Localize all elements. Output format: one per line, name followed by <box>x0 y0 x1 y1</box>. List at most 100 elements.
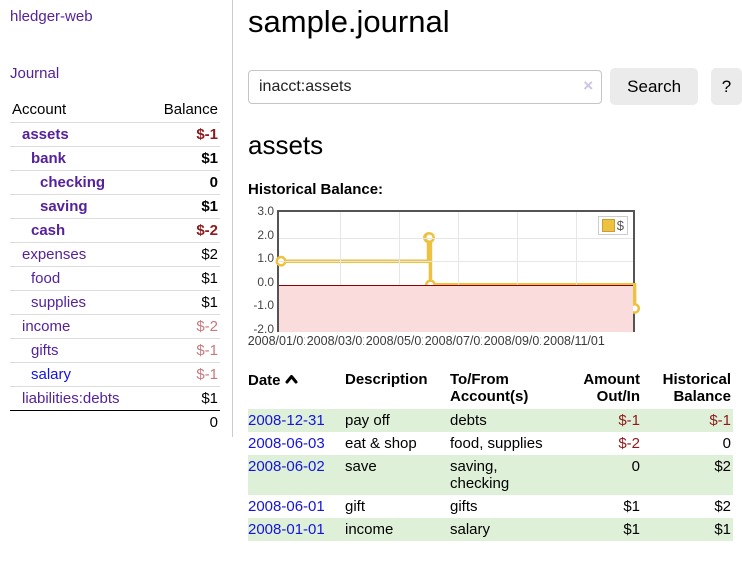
x-axis-tick-label: 2008/03/01 <box>305 334 371 348</box>
search-input[interactable] <box>248 69 603 104</box>
transaction-date-link[interactable]: 2008-06-02 <box>248 458 325 475</box>
help-button[interactable]: ? <box>711 68 742 105</box>
search-form: × Search ? <box>248 68 742 105</box>
accounts-header-account: Account <box>12 101 67 118</box>
account-link[interactable]: bank <box>31 150 67 167</box>
search-input-wrap: × <box>248 69 603 104</box>
gridline <box>279 237 633 239</box>
account-row: expenses $2 <box>10 242 220 267</box>
account-row: checking 0 <box>10 170 220 195</box>
account-link[interactable]: saving <box>40 198 88 215</box>
transaction-date-link[interactable]: 2008-06-03 <box>248 435 325 452</box>
transactions-header-row: Date Description To/From Account(s) Amou… <box>248 369 733 409</box>
transaction-accounts: saving, checking <box>450 455 560 495</box>
transaction-description: pay off <box>345 409 450 432</box>
account-balance: $1 <box>147 194 220 219</box>
chart-legend: $ <box>597 216 628 235</box>
negative-region-fill <box>279 284 633 332</box>
transaction-accounts: salary <box>450 518 560 541</box>
sidebar: hledger-web Journal Account Balance asse… <box>0 0 233 437</box>
account-balance: $1 <box>147 290 220 315</box>
account-row: cash $-2 <box>10 218 220 243</box>
x-axis-tick-label: 2008/11/01 <box>541 334 607 348</box>
transaction-description: save <box>345 455 450 495</box>
account-row: income $-2 <box>10 314 220 339</box>
clear-search-icon[interactable]: × <box>583 75 594 95</box>
transaction-amount: $1 <box>560 518 642 541</box>
transaction-accounts: food, supplies <box>450 435 543 452</box>
account-link[interactable]: checking <box>40 174 106 191</box>
total-spacer <box>10 410 148 434</box>
gridline <box>576 212 577 330</box>
transaction-description: eat & shop <box>345 435 417 452</box>
zero-axis-line <box>279 284 633 286</box>
column-header-amount: Amount Out/In <box>583 371 640 405</box>
account-row: assets $-1 <box>10 122 220 147</box>
y-axis-tick-label: -2.0 <box>253 322 274 336</box>
accounts-table: Account Balance assets $-1 bank $1 checking 0… <box>10 98 220 434</box>
column-header-balance: Historical Balance <box>662 371 731 405</box>
transaction-date-link[interactable]: 2008-12-31 <box>248 412 325 429</box>
transactions-table: Date Description To/From Account(s) Amou… <box>248 369 733 541</box>
transaction-date-link[interactable]: 2008-01-01 <box>248 521 325 538</box>
transaction-amount: $-1 <box>560 409 642 432</box>
account-link[interactable]: cash <box>31 222 66 239</box>
y-axis-tick-label: -1.0 <box>253 298 274 313</box>
gridline <box>458 212 459 330</box>
chart-title: Historical Balance: <box>248 181 384 198</box>
x-axis-tick-label: 2008/07/01 <box>423 334 489 348</box>
account-row: bank $1 <box>10 146 220 171</box>
transaction-date-link[interactable]: 2008-06-01 <box>248 498 325 515</box>
search-button[interactable]: Search <box>610 68 699 105</box>
gridline <box>399 212 400 330</box>
transaction-row: 2008-06-02 save saving, checking 0 $2 <box>248 455 733 495</box>
account-link[interactable]: expenses <box>22 246 87 263</box>
account-link[interactable]: income <box>22 318 71 335</box>
account-row: saving $1 <box>10 194 220 219</box>
account-link[interactable]: food <box>31 270 61 287</box>
transaction-row: 2008-06-01 gift gifts $1 $2 <box>248 495 733 518</box>
transaction-balance: 0 <box>722 435 731 452</box>
gridline <box>517 212 518 330</box>
account-link[interactable]: assets <box>22 126 69 143</box>
accounts-header-row: Account Balance <box>10 98 220 123</box>
transaction-amount: $-2 <box>618 435 640 452</box>
chart-plot-area: $ <box>275 210 641 332</box>
transaction-row: 2008-12-31 pay off debts $-1 $-1 <box>248 409 733 432</box>
column-header-date-label: Date <box>248 372 281 389</box>
account-heading: assets <box>248 130 324 160</box>
y-axis-tick-label: 2.0 <box>257 227 274 242</box>
account-balance: $-1 <box>147 122 220 147</box>
transaction-description: income <box>345 518 450 541</box>
account-row: food $1 <box>10 266 220 291</box>
account-link[interactable]: supplies <box>31 294 87 311</box>
account-row: salary $-1 <box>10 362 220 387</box>
account-balance: $-2 <box>147 218 220 243</box>
transaction-balance: $1 <box>642 518 733 541</box>
column-header-date[interactable]: Date <box>248 369 345 409</box>
account-balance: $-2 <box>147 314 220 339</box>
account-link[interactable]: salary <box>31 366 72 383</box>
account-link[interactable]: liabilities:debts <box>22 390 120 407</box>
column-header-description: Description <box>345 371 428 388</box>
account-row: gifts $-1 <box>10 338 220 363</box>
accounts-total-row: 0 <box>10 410 220 434</box>
sort-asc-icon <box>285 371 298 388</box>
account-link[interactable]: gifts <box>31 342 59 359</box>
gridline <box>279 261 633 263</box>
account-balance: $2 <box>147 242 220 267</box>
y-axis-tick-label: 1.0 <box>257 251 274 266</box>
sidebar-item-journal[interactable]: Journal <box>10 65 60 82</box>
transaction-amount: 0 <box>560 455 642 495</box>
account-balance: $1 <box>147 266 220 291</box>
accounts-total-value: 0 <box>147 410 220 434</box>
main-content: sample.journal × Search ? assets Histori… <box>246 0 742 541</box>
account-balance: $1 <box>147 146 220 171</box>
transaction-balance: $2 <box>642 455 733 495</box>
brand-link[interactable]: hledger-web <box>10 8 93 25</box>
historical-balance-chart: $ 3.0 2.0 1.0 0.0 -1.0 -2.0 2008/01/01 2008/03/… <box>246 204 734 352</box>
y-axis-tick-label: 3.0 <box>257 204 274 218</box>
legend-label: $ <box>616 218 624 233</box>
column-header-accounts: To/From Account(s) <box>450 371 529 405</box>
transaction-amount: $1 <box>623 498 640 515</box>
